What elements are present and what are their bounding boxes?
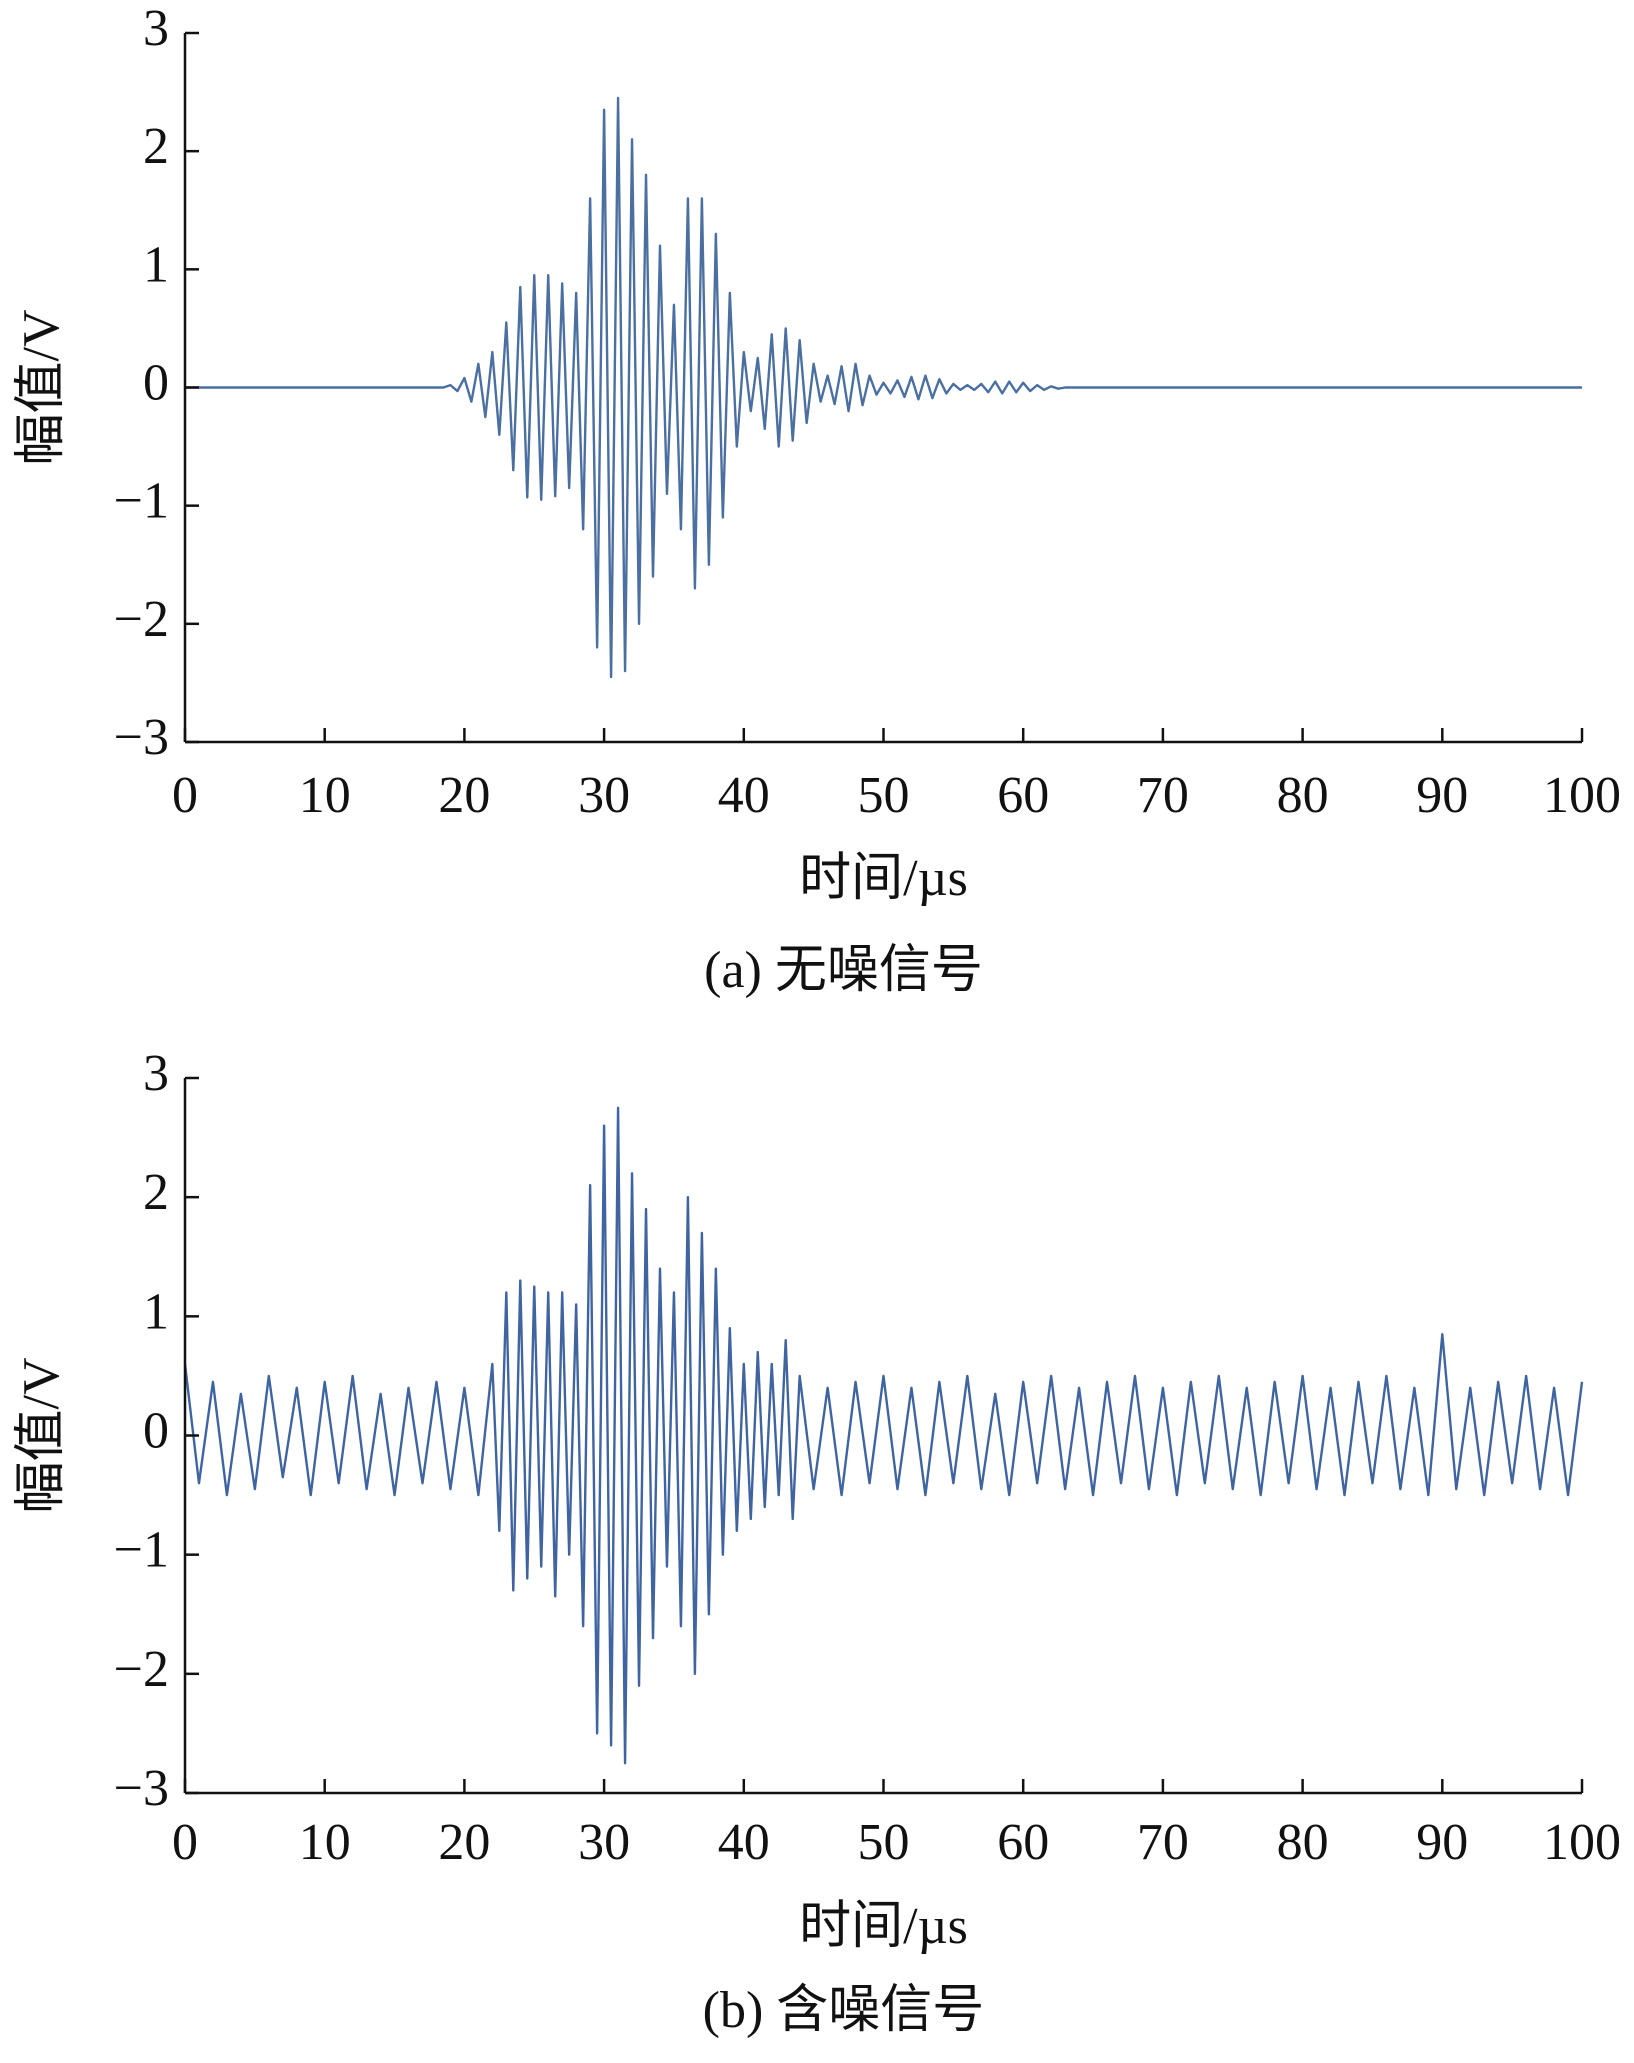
- y-tick-label: −2: [114, 591, 169, 648]
- x-tick-label: 80: [1277, 767, 1329, 824]
- x-tick-label: 50: [858, 1814, 910, 1871]
- y-tick-label: 2: [143, 118, 169, 175]
- x-tick-label: 40: [718, 1814, 770, 1871]
- y-tick-label: 3: [143, 1045, 169, 1102]
- x-tick-label: 40: [718, 767, 770, 824]
- y-tick-label: 1: [143, 1283, 169, 1340]
- x-tick-label: 80: [1277, 1814, 1329, 1871]
- x-tick-label: 70: [1137, 767, 1189, 824]
- y-tick-label: 2: [143, 1164, 169, 1221]
- x-tick-label: 20: [438, 1814, 490, 1871]
- x-tick-label: 50: [858, 767, 910, 824]
- y-axis-label: 幅值/V: [13, 309, 70, 465]
- x-tick-label: 60: [997, 1814, 1049, 1871]
- x-tick-label: 20: [438, 767, 490, 824]
- x-axis-label: 时间/µs: [799, 850, 968, 907]
- x-tick-label: 30: [578, 1814, 630, 1871]
- y-tick-label: 3: [143, 0, 169, 57]
- x-tick-label: 100: [1543, 1814, 1621, 1871]
- x-axis-label: 时间/µs: [799, 1898, 968, 1955]
- y-tick-label: 0: [143, 1402, 169, 1459]
- x-tick-label: 0: [172, 767, 198, 824]
- y-tick-label: −1: [114, 1522, 169, 1579]
- y-axis-label: 幅值/V: [13, 1357, 70, 1513]
- x-tick-label: 90: [1416, 1814, 1468, 1871]
- y-tick-label: −1: [114, 473, 169, 530]
- y-tick-label: −2: [114, 1641, 169, 1698]
- y-tick-label: −3: [114, 709, 169, 766]
- x-tick-label: 0: [172, 1814, 198, 1871]
- x-tick-label: 10: [299, 767, 351, 824]
- y-tick-label: 0: [143, 354, 169, 411]
- x-tick-label: 60: [997, 767, 1049, 824]
- x-tick-label: 30: [578, 767, 630, 824]
- signal-line: [185, 96, 1582, 679]
- x-tick-label: 100: [1543, 767, 1621, 824]
- x-tick-label: 70: [1137, 1814, 1189, 1871]
- x-tick-label: 10: [299, 1814, 351, 1871]
- x-tick-label: 90: [1416, 767, 1468, 824]
- signal-line: [183, 1106, 1584, 1765]
- caption: (a) 无噪信号: [704, 942, 983, 999]
- y-tick-label: 1: [143, 236, 169, 293]
- y-tick-label: −3: [114, 1760, 169, 1817]
- caption: (b) 含噪信号: [703, 1982, 985, 2039]
